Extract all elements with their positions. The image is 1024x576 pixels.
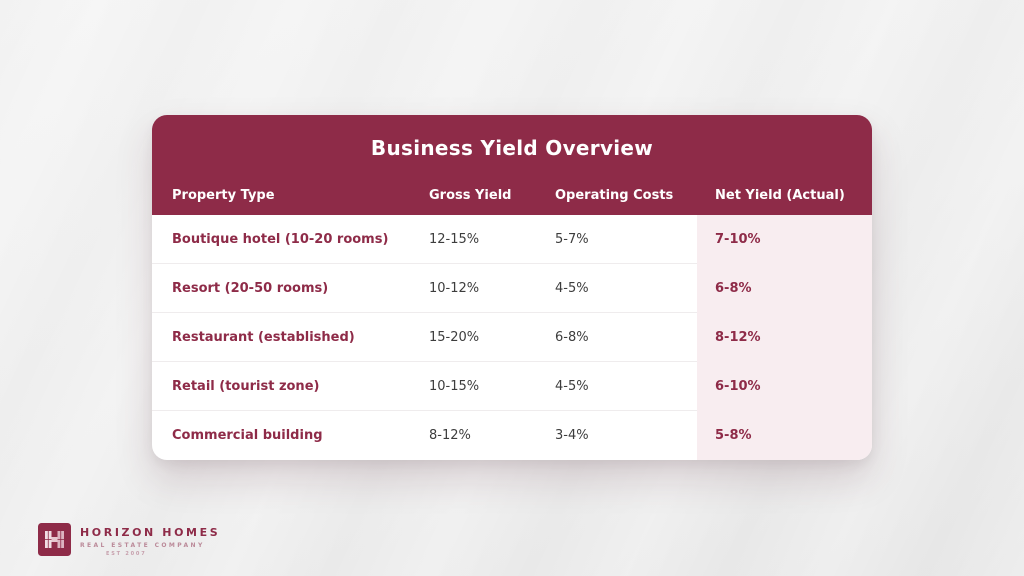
net-yield-cell: 6-10%	[697, 362, 872, 411]
table-row: Retail (tourist zone) 10-15% 4-5% 6-10%	[152, 362, 872, 411]
table-body: Boutique hotel (10-20 rooms) 12-15% 5-7%…	[152, 215, 872, 460]
horizon-homes-logo-icon	[38, 523, 71, 556]
net-yield-cell: 8-12%	[697, 313, 872, 362]
operating-costs-cell: 5-7%	[555, 232, 589, 247]
table-row: Boutique hotel (10-20 rooms) 12-15% 5-7%…	[152, 215, 872, 264]
net-yield-cell: 7-10%	[697, 215, 872, 264]
operating-costs-cell: 4-5%	[555, 379, 589, 394]
net-yield-cell: 6-8%	[697, 264, 872, 313]
table-row: Resort (20-50 rooms) 10-12% 4-5% 6-8%	[152, 264, 872, 313]
logo-text-block: HORIZON HOMES REAL ESTATE COMPANY EST 20…	[80, 523, 220, 557]
column-header-gross-yield: Gross Yield	[429, 188, 512, 203]
property-type-cell: Resort (20-50 rooms)	[172, 281, 329, 296]
table-header: Business Yield Overview Property Type Gr…	[152, 115, 872, 215]
property-type-cell: Commercial building	[172, 428, 323, 443]
gross-yield-cell: 10-15%	[429, 379, 480, 394]
gross-yield-cell: 15-20%	[429, 330, 480, 345]
logo-company-name: HORIZON HOMES	[80, 526, 221, 539]
page-title: Business Yield Overview	[370, 136, 654, 160]
operating-costs-cell: 3-4%	[555, 428, 589, 443]
table-row: Commercial building 8-12% 3-4% 5-8%	[152, 411, 872, 460]
property-type-cell: Retail (tourist zone)	[172, 379, 320, 394]
column-header-operating-costs: Operating Costs	[555, 188, 674, 203]
gross-yield-cell: 12-15%	[429, 232, 480, 247]
gross-yield-cell: 8-12%	[429, 428, 471, 443]
logo-established-year: EST 2007	[106, 551, 147, 557]
operating-costs-cell: 4-5%	[555, 281, 589, 296]
table-row: Restaurant (established) 15-20% 6-8% 8-1…	[152, 313, 872, 362]
operating-costs-cell: 6-8%	[555, 330, 589, 345]
net-yield-cell: 5-8%	[697, 411, 872, 460]
horizon-homes-logo: HORIZON HOMES REAL ESTATE COMPANY EST 20…	[38, 523, 220, 557]
yield-overview-card: Business Yield Overview Property Type Gr…	[152, 115, 872, 460]
column-header-row: Property Type Gross Yield Operating Cost…	[152, 188, 872, 203]
column-header-property-type: Property Type	[172, 188, 275, 203]
logo-tagline: REAL ESTATE COMPANY	[80, 542, 205, 549]
property-type-cell: Restaurant (established)	[172, 330, 355, 345]
property-type-cell: Boutique hotel (10-20 rooms)	[172, 232, 389, 247]
column-header-net-yield: Net Yield (Actual)	[715, 188, 845, 203]
gross-yield-cell: 10-12%	[429, 281, 480, 296]
